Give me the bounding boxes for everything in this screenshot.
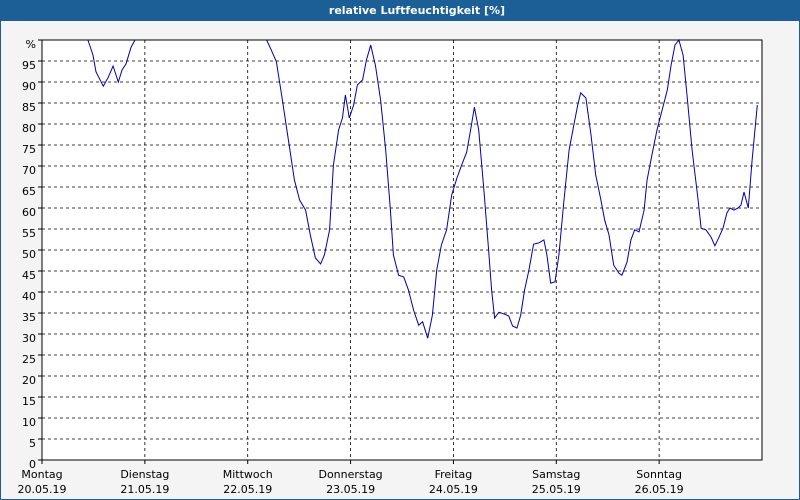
x-tick-label: Montag: [21, 468, 62, 481]
x-tick-date: 24.05.19: [429, 483, 478, 496]
y-tick-label: 35: [22, 311, 36, 324]
y-tick-label: 70: [22, 164, 36, 177]
y-tick-label: 20: [22, 374, 36, 387]
x-tick-date: 25.05.19: [532, 483, 581, 496]
x-tick-label: Mittwoch: [223, 468, 273, 481]
x-tick-label: Dienstag: [120, 468, 169, 481]
y-tick-label: 5: [29, 437, 36, 450]
data-line: [87, 39, 136, 88]
x-tick-label: Freitag: [435, 468, 473, 481]
x-tick-label: Sonntag: [636, 468, 682, 481]
y-tick-label: 60: [22, 206, 36, 219]
y-tick-label: 10: [22, 416, 36, 429]
x-tick-label: Samstag: [532, 468, 580, 481]
y-tick-label: 25: [22, 353, 36, 366]
y-tick-label: 0: [29, 458, 36, 471]
x-tick-date: 23.05.19: [326, 483, 375, 496]
x-tick-date: 21.05.19: [120, 483, 169, 496]
y-tick-label: 80: [22, 122, 36, 135]
data-line: [266, 38, 758, 339]
y-tick-label: 65: [22, 185, 36, 198]
x-tick-date: 22.05.19: [223, 483, 272, 496]
y-tick-label: 40: [22, 290, 36, 303]
y-tick-label: 75: [22, 143, 36, 156]
y-tick-label: 95: [22, 59, 36, 72]
x-tick-label: Donnerstag: [318, 468, 382, 481]
y-tick-label: 15: [22, 395, 36, 408]
y-tick-label: 30: [22, 332, 36, 345]
y-tick-label: 55: [22, 227, 36, 240]
y-tick-label: 50: [22, 248, 36, 261]
title-bar: [0, 0, 800, 21]
y-tick-label: 85: [22, 101, 36, 114]
y-tick-label: 45: [22, 269, 36, 282]
chart-title: relative Luftfeuchtigkeit [%]: [329, 4, 505, 17]
x-tick-date: 20.05.19: [18, 483, 67, 496]
y-tick-label: %: [26, 38, 36, 51]
y-tick-label: 90: [22, 80, 36, 93]
x-tick-date: 26.05.19: [635, 483, 684, 496]
